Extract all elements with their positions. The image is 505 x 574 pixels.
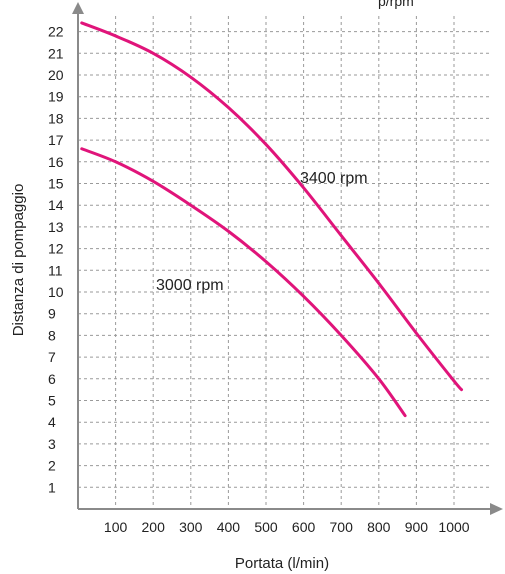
- x-tick-label: 100: [104, 519, 128, 535]
- y-tick-label: 7: [48, 349, 56, 365]
- y-tick-label: 12: [48, 241, 64, 257]
- y-tick-label: 16: [48, 154, 64, 170]
- y-tick-label: 3: [48, 436, 56, 452]
- x-tick-label: 700: [330, 519, 354, 535]
- x-tick-labels: 100 200 300 400 500 600 700 800 900 1000: [104, 519, 470, 535]
- y-tick-label: 6: [48, 371, 56, 387]
- y-tick-label: 22: [48, 24, 64, 40]
- series-line-3400-rpm: [80, 21, 464, 392]
- y-tick-label: 4: [48, 414, 56, 430]
- chart-grid: [78, 16, 490, 509]
- x-tick-label: 1000: [438, 519, 469, 535]
- series-labels: 3400 rpm 3000 rpm: [156, 170, 368, 294]
- x-tick-label: 600: [292, 519, 316, 535]
- y-tick-label: 21: [48, 45, 64, 61]
- y-tick-label: 11: [48, 262, 63, 278]
- y-tick-label: 10: [48, 284, 64, 300]
- y-tick-label: 5: [48, 393, 56, 409]
- y-tick-label: 15: [48, 176, 64, 192]
- y-tick-label: 17: [48, 132, 64, 148]
- x-tick-label: 800: [367, 519, 391, 535]
- x-tick-label: 400: [217, 519, 241, 535]
- series-line-3000-rpm: [80, 147, 407, 418]
- y-axis-arrow: [72, 2, 84, 14]
- y-tick-label: 14: [48, 197, 64, 213]
- series-lines: [80, 21, 464, 418]
- x-axis-label: Portata (l/min): [235, 555, 329, 572]
- y-tick-label: 8: [48, 327, 56, 343]
- x-tick-label: 900: [405, 519, 429, 535]
- chart-axes: [72, 2, 503, 515]
- y-tick-label: 13: [48, 219, 64, 235]
- y-tick-label: 9: [48, 306, 56, 322]
- x-tick-label: 500: [254, 519, 278, 535]
- header-fragment: p/rpm: [378, 0, 414, 9]
- y-tick-label: 19: [48, 89, 64, 105]
- x-tick-label: 300: [179, 519, 203, 535]
- y-tick-label: 1: [48, 479, 56, 495]
- series-label: 3400 rpm: [300, 170, 368, 187]
- series-label: 3000 rpm: [156, 277, 224, 294]
- x-axis-arrow: [490, 503, 503, 515]
- y-tick-label: 18: [48, 110, 64, 126]
- y-axis-label: Distanza di pompaggio: [10, 184, 27, 337]
- y-tick-label: 20: [48, 67, 64, 83]
- x-tick-label: 200: [142, 519, 166, 535]
- y-tick-label: 2: [48, 458, 56, 474]
